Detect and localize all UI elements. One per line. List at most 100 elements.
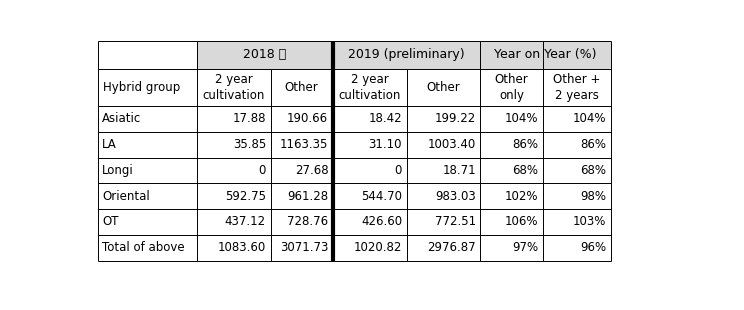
- Bar: [196, 41, 333, 69]
- Bar: [271, 106, 333, 132]
- Bar: [543, 132, 611, 157]
- Bar: [407, 106, 481, 132]
- Bar: [407, 209, 481, 235]
- Bar: [333, 69, 407, 106]
- Bar: [481, 132, 543, 157]
- Text: 18.42: 18.42: [368, 112, 402, 125]
- Bar: [196, 132, 271, 157]
- Text: 27.68: 27.68: [295, 164, 328, 177]
- Text: Asiatic: Asiatic: [102, 112, 141, 125]
- Text: 0: 0: [394, 164, 402, 177]
- Text: 544.70: 544.70: [361, 190, 402, 203]
- Text: 86%: 86%: [512, 138, 538, 151]
- Text: 728.76: 728.76: [287, 215, 328, 228]
- Bar: [407, 235, 481, 261]
- Text: 17.88: 17.88: [232, 112, 266, 125]
- Bar: [97, 209, 196, 235]
- Bar: [97, 41, 196, 106]
- Bar: [333, 106, 407, 132]
- Bar: [333, 209, 407, 235]
- Text: 983.03: 983.03: [435, 190, 476, 203]
- Text: 961.28: 961.28: [287, 190, 328, 203]
- Bar: [196, 69, 271, 106]
- Text: 103%: 103%: [573, 215, 606, 228]
- Text: OT: OT: [102, 215, 119, 228]
- Text: 31.10: 31.10: [368, 138, 402, 151]
- Text: 3071.73: 3071.73: [280, 241, 328, 254]
- Bar: [543, 235, 611, 261]
- Text: Other +
2 years: Other + 2 years: [553, 73, 600, 102]
- Bar: [97, 157, 196, 183]
- Bar: [196, 183, 271, 209]
- Bar: [97, 183, 196, 209]
- Text: 2 year
cultivation: 2 year cultivation: [202, 73, 265, 102]
- Text: 592.75: 592.75: [225, 190, 266, 203]
- Bar: [271, 183, 333, 209]
- Text: 96%: 96%: [580, 241, 606, 254]
- Text: 102%: 102%: [504, 190, 538, 203]
- Text: LA: LA: [102, 138, 117, 151]
- Bar: [481, 69, 543, 106]
- Bar: [271, 69, 333, 106]
- Bar: [333, 157, 407, 183]
- Text: 2976.87: 2976.87: [427, 241, 476, 254]
- Bar: [333, 235, 407, 261]
- Text: Other: Other: [285, 81, 318, 94]
- Bar: [271, 132, 333, 157]
- Bar: [407, 69, 481, 106]
- Bar: [481, 106, 543, 132]
- Bar: [543, 69, 611, 106]
- Text: 0: 0: [259, 164, 266, 177]
- Text: Year on Year (%): Year on Year (%): [494, 48, 597, 61]
- Text: 426.60: 426.60: [361, 215, 402, 228]
- Bar: [407, 183, 481, 209]
- Text: 97%: 97%: [512, 241, 538, 254]
- Text: Hybrid group: Hybrid group: [103, 81, 181, 94]
- Text: 104%: 104%: [504, 112, 538, 125]
- Bar: [97, 235, 196, 261]
- Text: 35.85: 35.85: [233, 138, 266, 151]
- Text: 2019 (preliminary): 2019 (preliminary): [348, 48, 465, 61]
- Bar: [481, 41, 611, 69]
- Bar: [97, 132, 196, 157]
- Text: 772.51: 772.51: [434, 215, 476, 228]
- Text: 1003.40: 1003.40: [428, 138, 476, 151]
- Bar: [481, 183, 543, 209]
- Text: 437.12: 437.12: [225, 215, 266, 228]
- Text: 190.66: 190.66: [287, 112, 328, 125]
- Text: 199.22: 199.22: [434, 112, 476, 125]
- Text: 104%: 104%: [573, 112, 606, 125]
- Bar: [481, 209, 543, 235]
- Text: 68%: 68%: [512, 164, 538, 177]
- Text: 86%: 86%: [580, 138, 606, 151]
- Text: Oriental: Oriental: [102, 190, 150, 203]
- Text: 68%: 68%: [580, 164, 606, 177]
- Text: 1020.82: 1020.82: [353, 241, 402, 254]
- Bar: [196, 235, 271, 261]
- Bar: [407, 132, 481, 157]
- Bar: [271, 209, 333, 235]
- Text: Total of above: Total of above: [102, 241, 185, 254]
- Bar: [196, 209, 271, 235]
- Bar: [196, 106, 271, 132]
- Bar: [333, 41, 481, 69]
- Bar: [196, 157, 271, 183]
- Text: 98%: 98%: [580, 190, 606, 203]
- Text: Other: Other: [427, 81, 461, 94]
- Bar: [407, 157, 481, 183]
- Bar: [543, 209, 611, 235]
- Text: 106%: 106%: [504, 215, 538, 228]
- Text: 1083.60: 1083.60: [218, 241, 266, 254]
- Text: 2018 年: 2018 年: [243, 48, 286, 61]
- Bar: [271, 157, 333, 183]
- Text: 18.71: 18.71: [442, 164, 476, 177]
- Text: 2 year
cultivation: 2 year cultivation: [339, 73, 401, 102]
- Bar: [333, 132, 407, 157]
- Text: Other
only: Other only: [495, 73, 528, 102]
- Text: Longi: Longi: [102, 164, 134, 177]
- Bar: [97, 69, 196, 106]
- Bar: [97, 106, 196, 132]
- Bar: [481, 157, 543, 183]
- Bar: [543, 157, 611, 183]
- Text: 1163.35: 1163.35: [280, 138, 328, 151]
